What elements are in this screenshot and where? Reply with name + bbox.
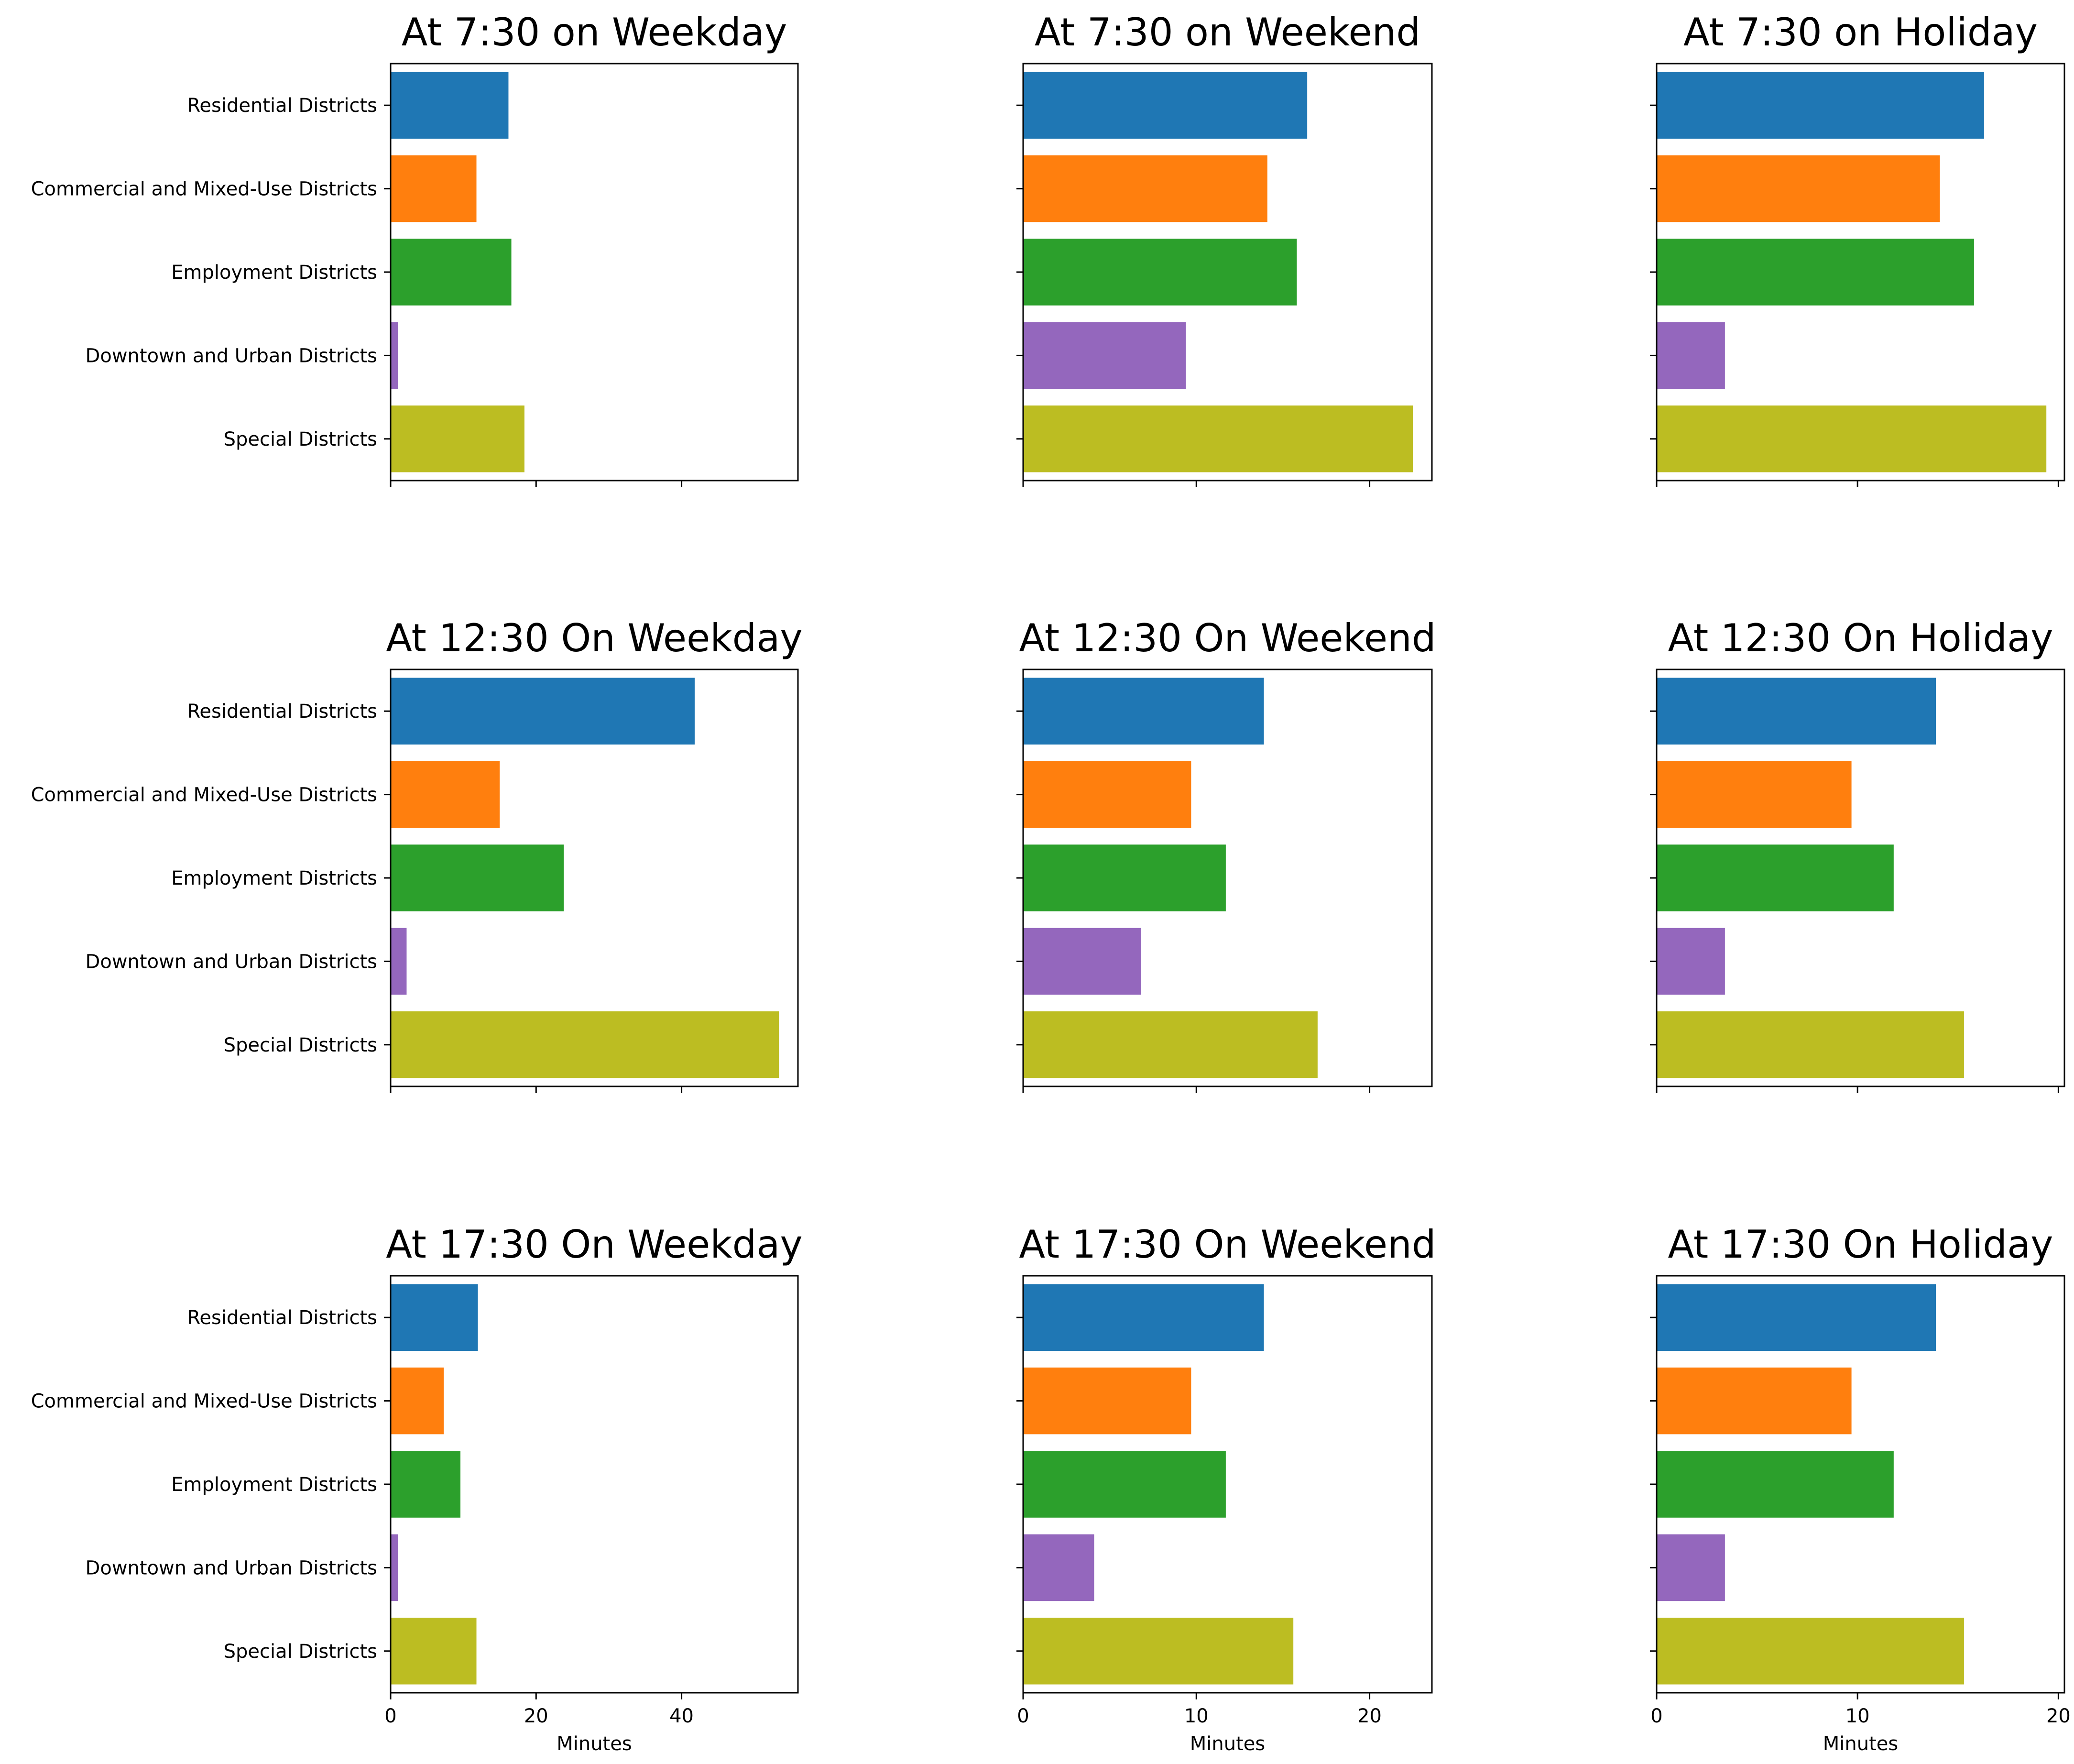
bar [1657, 322, 1725, 389]
chart-title: At 17:30 On Weekday [386, 1222, 803, 1267]
x-tick-label: 10 [1184, 1705, 1209, 1727]
bar [1023, 1534, 1094, 1601]
x-tick-label: 0 [1017, 1705, 1029, 1727]
bar [1023, 322, 1186, 389]
x-tick-label: 40 [669, 1705, 694, 1727]
category-label: Employment Districts [171, 1474, 377, 1496]
bar [1657, 1618, 1964, 1685]
category-label: Downtown and Urban Districts [86, 345, 377, 367]
bar [1023, 155, 1267, 222]
x-tick-label: 20 [524, 1705, 548, 1727]
bar [391, 322, 398, 389]
category-label: Special Districts [224, 428, 377, 450]
chart-title: At 7:30 on Weekend [1035, 10, 1420, 55]
bar [1023, 844, 1226, 911]
bar [1657, 928, 1725, 995]
bar [1023, 239, 1297, 306]
x-tick-label: 20 [1357, 1705, 1382, 1727]
axes-frame [390, 1275, 799, 1694]
bar [391, 678, 695, 745]
x-tick-label: 0 [1650, 1705, 1662, 1727]
bar [1657, 239, 1974, 306]
x-axis-label: Minutes [1823, 1733, 1898, 1755]
bar [1657, 1011, 1964, 1078]
bar [1023, 1284, 1264, 1351]
bar [391, 1367, 444, 1435]
axes-frame [390, 668, 799, 1087]
category-label: Commercial and Mixed-Use Districts [31, 1391, 377, 1413]
bar [1023, 72, 1308, 139]
bar [1657, 1367, 1852, 1435]
axes-frame [1656, 63, 2065, 482]
bar [1657, 1451, 1894, 1518]
bar [1023, 1451, 1226, 1518]
category-label: Residential Districts [187, 701, 377, 723]
category-label: Commercial and Mixed-Use Districts [31, 784, 377, 806]
bar [391, 1284, 478, 1351]
category-label: Commercial and Mixed-Use Districts [31, 178, 377, 200]
chart-title: At 12:30 On Weekday [386, 616, 803, 660]
bar [391, 239, 512, 306]
axes-frame [1022, 1275, 1433, 1694]
chart-title: At 7:30 on Holiday [1683, 10, 2038, 55]
axes-frame [1022, 63, 1433, 482]
bar [1657, 155, 1940, 222]
category-label: Special Districts [224, 1641, 377, 1663]
bar [1657, 405, 2047, 472]
category-label: Employment Districts [171, 262, 377, 284]
category-label: Downtown and Urban Districts [86, 951, 377, 973]
bar [1657, 844, 1894, 911]
axes-frame [1022, 668, 1433, 1087]
chart-title: At 12:30 On Weekend [1019, 616, 1436, 660]
x-tick-label: 0 [384, 1705, 396, 1727]
axes-frame [1656, 668, 2065, 1087]
bar [1657, 678, 1936, 745]
x-tick-label: 10 [1845, 1705, 1870, 1727]
bar [391, 1451, 461, 1518]
bar [1023, 1011, 1318, 1078]
bar [1023, 1618, 1294, 1685]
bar [391, 761, 500, 828]
bar [391, 72, 509, 139]
chart-title: At 12:30 On Holiday [1668, 616, 2053, 660]
bar [391, 1011, 779, 1078]
bar [1657, 761, 1852, 828]
bar [391, 1618, 477, 1685]
bar [391, 928, 407, 995]
bar [1023, 928, 1141, 995]
x-axis-label: Minutes [557, 1733, 632, 1755]
bar [391, 844, 564, 911]
chart-title: At 7:30 on Weekday [402, 10, 787, 55]
bar [1657, 1534, 1725, 1601]
category-label: Residential Districts [187, 1307, 377, 1329]
category-label: Residential Districts [187, 95, 377, 117]
bar [1023, 761, 1191, 828]
bar [1023, 1367, 1191, 1435]
x-axis-label: Minutes [1190, 1733, 1265, 1755]
category-label: Special Districts [224, 1034, 377, 1056]
bar [1657, 72, 1984, 139]
chart-title: At 17:30 On Weekend [1019, 1222, 1436, 1267]
chart-title: At 17:30 On Holiday [1668, 1222, 2053, 1267]
bar [1657, 1284, 1936, 1351]
category-label: Downtown and Urban Districts [86, 1557, 377, 1579]
bar [1023, 678, 1264, 745]
bar [391, 1534, 398, 1601]
axes-frame [390, 63, 799, 482]
axes-frame [1656, 1275, 2065, 1694]
bar [391, 405, 524, 472]
bar [391, 155, 477, 222]
bar [1023, 405, 1413, 472]
category-label: Employment Districts [171, 867, 377, 889]
x-tick-label: 20 [2046, 1705, 2071, 1727]
